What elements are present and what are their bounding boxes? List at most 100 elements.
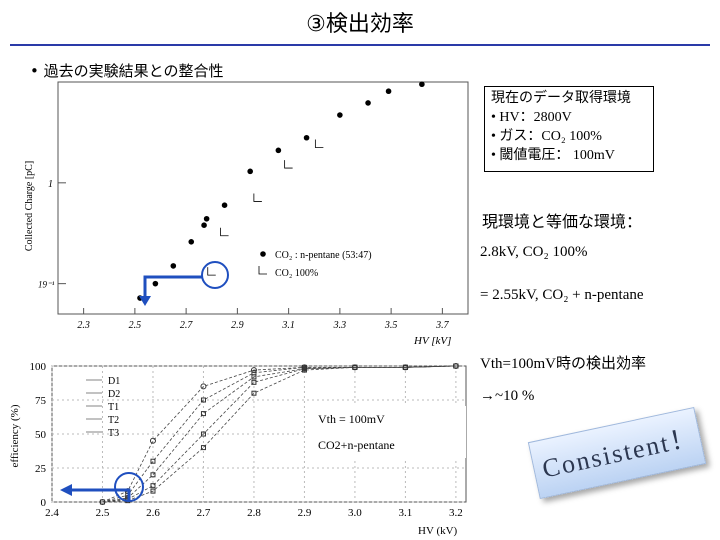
bullet-item: • 過去の実験結果との整合性 (30, 60, 223, 81)
chart2-point (150, 483, 156, 489)
efficiency-result: →~10 % (480, 388, 535, 404)
chart1-point-pentane (247, 168, 253, 175)
chart1-highlight-circle (201, 261, 229, 289)
chart2-legend-label: D1 (108, 376, 120, 387)
daq-settings-heading: 現在のデータ取得環境 (491, 91, 631, 106)
chart1-legend-label-co2: CO₂ 100% (275, 268, 318, 279)
chart2-x-axis-label: HV (kV) (418, 525, 458, 537)
chart1-x-tick-label: 2.7 (180, 320, 194, 331)
chart2-arrow-line (70, 488, 131, 501)
chart2-x-tick-label: 2.4 (45, 507, 59, 519)
chart1-arrow-line (143, 275, 202, 298)
consistent-label: Consistent！ (539, 422, 701, 484)
chart1-point-co2 (253, 193, 262, 202)
chart1-x-tick-label: 2.9 (231, 320, 244, 331)
chart2-y-axis-label: efficiency (%) (9, 404, 21, 467)
chart2-point (150, 472, 156, 478)
chart1-legend-label-pentane: CO₂ : n-pentane (53:47) (275, 250, 372, 261)
slide-title: ③検出効率 (306, 12, 414, 37)
daq-setting-hv: • HV：2800V (491, 110, 572, 125)
chart1-x-tick-label: 3.1 (281, 320, 295, 331)
chart1-x-tick-label: 2.5 (129, 320, 142, 331)
chart1-x-tick-label: 3.5 (384, 320, 398, 331)
chart1-legend-marker-pentane (260, 251, 266, 257)
chart2-y-tick-label: 0 (41, 497, 47, 509)
chart2-series-line (102, 365, 456, 503)
chart1-point-co2 (207, 267, 216, 276)
chart2-point (200, 383, 207, 390)
chart2-point (200, 397, 206, 403)
chart1-point-co2 (284, 160, 293, 169)
chart2-x-tick-label: 3.2 (449, 507, 463, 519)
chart2-point (251, 374, 257, 380)
chart1-point-pentane (201, 222, 207, 228)
chart2-x-tick-label: 2.8 (247, 507, 261, 519)
chart1-point-pentane (365, 100, 371, 106)
chart2-legend-label: T2 (108, 415, 119, 426)
chart1-arrow-head (139, 296, 151, 306)
chart2-x-tick-label: 3.1 (399, 507, 413, 519)
daq-setting-gas: • ガス：CO₂ 100% (491, 129, 602, 144)
chart2-point (150, 458, 156, 464)
chart2-point (402, 364, 408, 370)
chart2-point (200, 445, 206, 451)
chart1-x-axis-label: HV [kV] (413, 335, 451, 347)
chart1-point-pentane (188, 239, 195, 245)
chart2-y-tick-label: 50 (35, 429, 47, 441)
chart1-frame (57, 81, 469, 315)
chart2-point (200, 431, 206, 437)
chart1-x-tick-label: 2.3 (77, 320, 90, 331)
chart2-point (251, 390, 257, 396)
chart1-point-pentane (221, 202, 228, 208)
chart2-y-tick-label: 100 (30, 361, 47, 373)
equivalent-condition-1: 2.8kV, CO₂ 100% (480, 244, 588, 260)
chart1-point-pentane (203, 215, 210, 222)
chart1-legend-marker-co2 (258, 266, 267, 275)
chart1-point-pentane (275, 147, 282, 154)
chart1-x-tick-label: 3.7 (435, 320, 450, 331)
chart1-point-pentane (303, 134, 310, 141)
chart2-point (99, 499, 105, 505)
daq-settings-box: 現在のデータ取得環境 • HV：2800V • ガス：CO₂ 100% • 閾値… (484, 86, 654, 172)
equivalent-condition-2: = 2.55kV, CO₂ + n-pentane (480, 287, 644, 303)
chart2-point (149, 437, 156, 444)
equivalent-env-title: 現環境と等価な環境： (482, 212, 643, 231)
chart1-point-pentane (419, 81, 425, 88)
chart2-legend-label: T1 (108, 402, 119, 413)
chart2-annotation-backing (306, 406, 466, 458)
chart2-y-tick-label: 75 (35, 395, 47, 407)
chart1-point-pentane (337, 112, 343, 118)
chart2-point (150, 488, 156, 494)
chart1-y-tick-label: 19⁻¹ (38, 280, 55, 290)
chart2-annotation-vth: Vth = 100mV (318, 412, 385, 426)
bullet-text: 過去の実験結果との整合性 (43, 62, 224, 80)
efficiency-chart: 2.4 2.5 2.6 2.7 2.8 2.9 3.0 3.1 3.2 0 25 50 75 100 HV … (9, 361, 467, 537)
chart2-legend-label: D2 (108, 389, 120, 400)
daq-setting-threshold: • 閾値電圧： 100mV (491, 148, 615, 163)
chart1-point-pentane (152, 280, 159, 287)
chart2-annotation-gas: CO2+n-pentane (318, 438, 395, 452)
chart2-x-tick-label: 2.9 (298, 507, 312, 519)
chart2-legend-label: T3 (108, 428, 119, 439)
consistent-card: Consistent！ (527, 406, 707, 500)
chart2-point (200, 411, 206, 417)
bullet-dot: • (30, 62, 44, 80)
chart1-point-pentane (385, 88, 392, 95)
chart2-x-tick-label: 3.0 (348, 507, 362, 519)
chart1-y-tick-label: 1 (48, 179, 53, 190)
chart2-point (352, 364, 358, 370)
title-divider (10, 44, 710, 46)
chart2-arrow-head (60, 484, 72, 496)
chart2-y-tick-label: 25 (35, 463, 47, 475)
collected-charge-chart: 2.3 2.5 2.7 2.9 3.1 3.3 3.5 3.7 19⁻¹ 1 HV [kV] Coll… (24, 81, 469, 347)
chart1-point-co2 (314, 139, 324, 148)
chart2-point (453, 363, 459, 369)
chart2-x-tick-label: 2.6 (146, 507, 160, 519)
chart1-point-pentane (170, 263, 177, 269)
vth-efficiency-title: Vth=100mV時の検出効率 (480, 356, 646, 372)
chart1-y-axis-label: Collected Charge [pC] (24, 161, 35, 251)
chart2-point (301, 367, 307, 373)
chart2-x-tick-label: 2.7 (197, 507, 211, 519)
chart2-x-tick-label: 2.5 (96, 507, 110, 519)
chart1-point-co2 (220, 227, 229, 237)
